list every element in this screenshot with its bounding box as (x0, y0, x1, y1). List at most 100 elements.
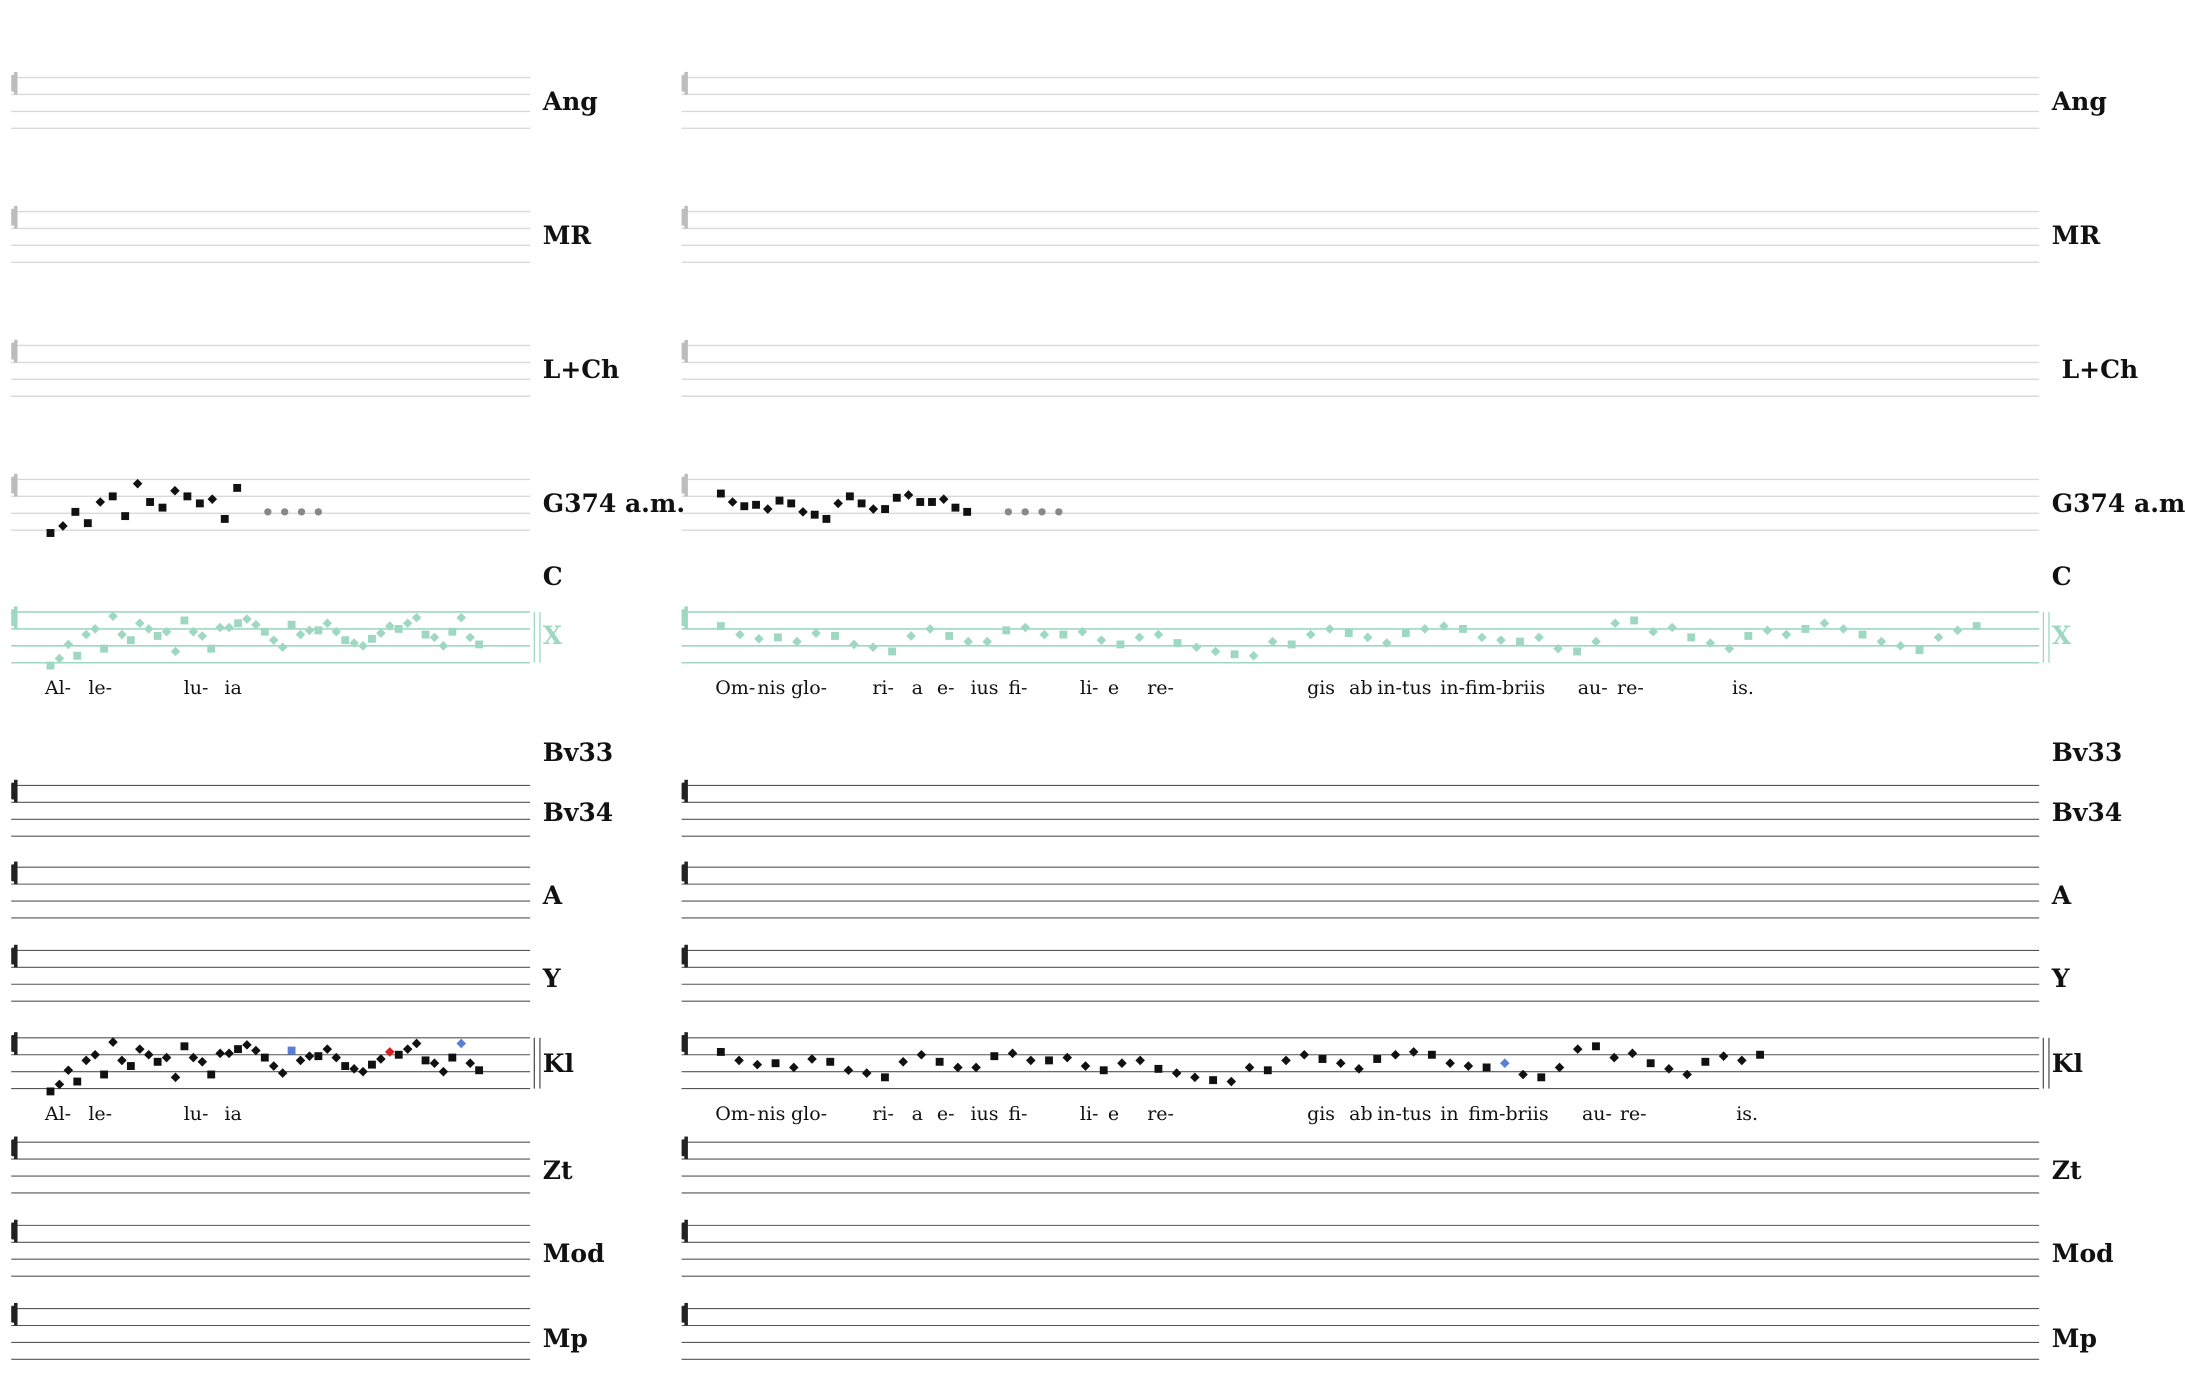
ellipsis-dot-icon (1021, 508, 1029, 516)
siglum-label: Mp (542, 1323, 588, 1353)
neume-note (376, 628, 386, 638)
neume-note (1482, 1063, 1491, 1072)
neume-note (1401, 629, 1410, 638)
neume-note (1408, 1047, 1419, 1057)
neume-note (135, 1044, 145, 1054)
neume-note (341, 636, 350, 645)
neume-note (1305, 629, 1316, 640)
c-clef-stem-icon (14, 1136, 18, 1160)
lyric-syllable: re- (1147, 1102, 1174, 1125)
neume-note (331, 626, 342, 637)
neume-note (183, 492, 192, 501)
lyric-syllable: ia (224, 677, 242, 700)
neume-note (73, 651, 82, 660)
neume-note (861, 1068, 872, 1078)
neume-note (322, 1044, 333, 1054)
neume-note (135, 618, 145, 629)
siglum-label: MR (542, 220, 592, 250)
neume-note (277, 642, 288, 653)
lyric-syllable: ius (970, 1102, 999, 1125)
neume-note (161, 1052, 172, 1063)
neume-note (224, 1048, 234, 1059)
neume-note (46, 529, 55, 537)
neume-note (475, 640, 484, 649)
lyric-syllable: glo- (790, 677, 828, 700)
neume-note (242, 614, 252, 624)
neume-note (1020, 622, 1031, 633)
neume-note (242, 1040, 252, 1050)
c-clef-stem-icon (14, 205, 18, 229)
lyric-syllable: is. (1732, 677, 1754, 700)
c-clef-stem-icon (684, 1136, 688, 1160)
neume-note (322, 618, 333, 629)
neume-note (108, 611, 118, 622)
neume-note (1099, 1066, 1108, 1075)
lyric-syllable: e- (936, 677, 955, 700)
ellipsis-dot-icon (1004, 508, 1012, 516)
neume-note (716, 489, 725, 498)
lyric-syllable: lu- (183, 1102, 209, 1125)
neume-note (811, 628, 821, 638)
neume-note (1646, 1059, 1655, 1068)
c-clef-stem-icon (14, 339, 18, 363)
c-clef-stem-icon (684, 944, 688, 968)
neume-note (810, 510, 819, 519)
neume-note (1420, 624, 1430, 634)
neume-note (197, 631, 208, 641)
neume-note (1664, 1064, 1674, 1074)
neume-note (826, 1057, 835, 1066)
neume-note (100, 1070, 108, 1079)
neume-note (1135, 1055, 1145, 1066)
neume-note (143, 624, 154, 634)
neume-note (1701, 1057, 1710, 1066)
neume-note (1630, 616, 1639, 625)
siglum-label: Mp (2051, 1323, 2097, 1353)
siglum-label: X (542, 621, 563, 651)
neume-note (1537, 1073, 1546, 1082)
c-clef-stem-icon (14, 944, 18, 968)
neume-note (394, 1050, 403, 1059)
neume-note (314, 626, 323, 635)
c-clef-stem-icon (14, 779, 18, 803)
neume-note (153, 632, 162, 640)
neume-note (925, 624, 935, 634)
lyric-syllable: ri- (872, 677, 894, 700)
neume-note (1477, 632, 1487, 643)
c-clef-stem-icon (684, 1302, 688, 1326)
neume-note (429, 632, 440, 643)
ellipsis-dot-icon (264, 508, 272, 516)
lyric-syllable: le- (88, 677, 113, 700)
neume-note (1059, 630, 1068, 639)
siglum-label: Y (2051, 964, 2070, 994)
neume-note (402, 618, 413, 629)
siglum-label: Bv33 (2051, 738, 2123, 768)
lyric-syllable: au- (1581, 1102, 1612, 1125)
neume-note (1572, 1044, 1583, 1054)
neume-note (935, 1057, 944, 1066)
neume-note (81, 629, 91, 640)
siglum-label: Bv33 (542, 738, 614, 768)
neume-note (63, 639, 74, 650)
neume-note (220, 514, 229, 523)
neume-note (906, 631, 916, 641)
siglum-label: Zt (542, 1155, 573, 1185)
neume-note (304, 625, 315, 636)
neume-note (1781, 629, 1792, 640)
neume-note (716, 622, 725, 631)
c-clef-stem-icon (684, 1219, 688, 1243)
lyric-syllable: li- (1079, 1102, 1099, 1125)
lyric-syllable: ab (1349, 677, 1373, 700)
neume-note (938, 494, 949, 504)
neume-note (81, 1055, 91, 1066)
neume-note (752, 500, 760, 509)
neume-note (1248, 650, 1259, 661)
neume-note (54, 1079, 65, 1090)
neume-note (46, 1087, 55, 1096)
neume-note (1554, 1062, 1565, 1073)
siglum-label: Ang (2051, 86, 2107, 116)
c-clef-stem-icon (684, 1032, 688, 1055)
neume-note (752, 1059, 763, 1070)
lyric-syllable: a (911, 1102, 923, 1125)
c-clef-stem-icon (684, 779, 688, 803)
